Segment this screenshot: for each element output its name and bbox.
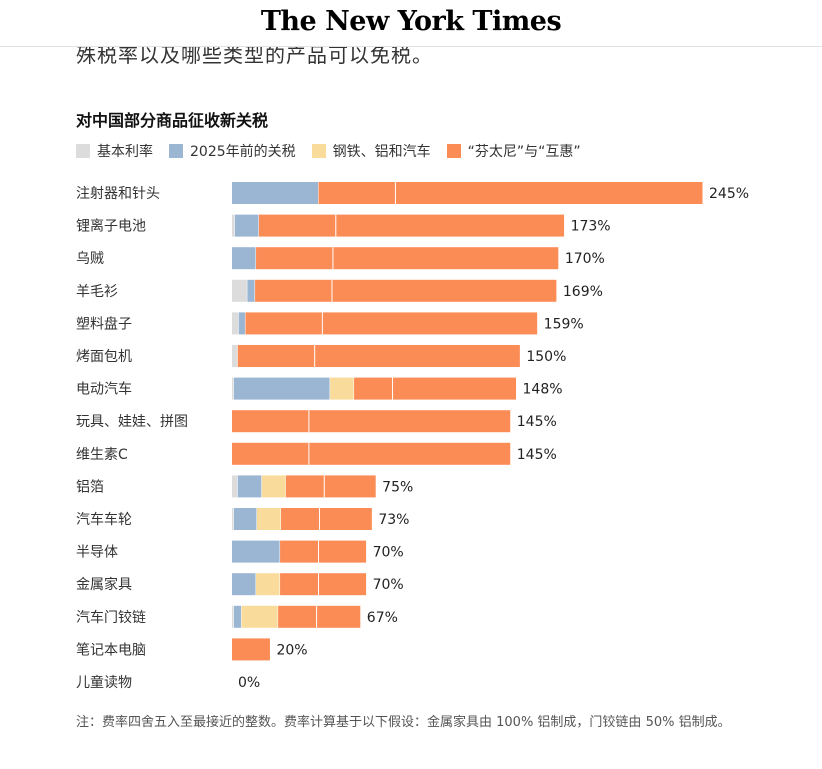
total-label: 73% xyxy=(378,512,409,528)
legend-item-base: 基本利率 xyxy=(76,141,153,161)
legend-swatch-pre2025 xyxy=(169,144,183,158)
category-label: 儿童读物 xyxy=(76,674,132,691)
category-label: 锂离子电池 xyxy=(76,218,146,235)
total-label: 148% xyxy=(523,382,563,398)
category-label: 汽车门铰链 xyxy=(76,609,146,626)
bar-segment xyxy=(232,475,238,498)
category-label: 笔记本电脑 xyxy=(76,642,146,658)
legend-swatch-base xyxy=(76,144,90,158)
bar-segment xyxy=(237,345,520,367)
total-label: 159% xyxy=(544,316,584,332)
bar-segment xyxy=(318,182,703,204)
bar-segment xyxy=(234,214,259,237)
legend-item-pre2025: 2025年前的关税 xyxy=(169,141,296,161)
total-label: 75% xyxy=(382,479,413,495)
bar-segment xyxy=(285,475,376,498)
category-label: 羊毛衫 xyxy=(76,284,118,300)
total-label: 67% xyxy=(367,610,398,626)
legend-item-steel: 钢铁、铝和汽车 xyxy=(311,141,431,161)
total-label: 169% xyxy=(563,284,603,300)
category-label: 维生素C xyxy=(76,447,128,463)
bar-segment xyxy=(232,377,234,400)
bar-segment xyxy=(232,573,256,596)
category-label: 半导体 xyxy=(76,545,118,561)
bar-segment xyxy=(330,377,354,400)
bar-segment xyxy=(232,182,319,204)
chart-legend: 基本利率 2025年前的关税 钢铁、铝和汽车 “芬太尼”与“互惠” xyxy=(76,141,597,161)
bar-segment xyxy=(245,312,538,335)
total-label: 145% xyxy=(517,414,557,430)
bar-segment xyxy=(232,605,234,628)
bar-segment xyxy=(232,214,235,237)
bar-segment xyxy=(232,410,511,433)
bar-segment xyxy=(232,345,238,367)
bar-segment xyxy=(354,377,517,400)
bar-segment xyxy=(256,508,281,530)
category-label: 金属家具 xyxy=(76,576,132,593)
total-label: 145% xyxy=(517,447,557,463)
bar-segment xyxy=(233,377,330,400)
legend-label-pre2025: 2025年前的关税 xyxy=(190,144,296,160)
bar-segment xyxy=(256,573,280,596)
bar-segment xyxy=(280,573,367,596)
category-label: 电动汽车 xyxy=(76,381,132,398)
chart-title: 对中国部分商品征收新关税 xyxy=(76,111,269,130)
bar-segment xyxy=(247,279,255,302)
bar-segment xyxy=(232,638,270,661)
bar-segment xyxy=(281,508,372,530)
nyt-logo[interactable]: The New York Times xyxy=(260,6,562,37)
total-label: 0% xyxy=(238,675,260,691)
legend-item-fentanyl: “芬太尼”与“互惠” xyxy=(446,141,581,161)
total-label: 20% xyxy=(276,642,307,658)
bar-segment xyxy=(232,442,511,465)
bar-segment xyxy=(232,312,239,335)
legend-label-steel: 钢铁、铝和汽车 xyxy=(332,144,431,160)
intro-text: 殊税率以及哪些类型的产品可以免税。 xyxy=(76,43,433,67)
bar-segment xyxy=(255,279,557,302)
category-label: 汽车车轮 xyxy=(76,511,132,528)
total-label: 170% xyxy=(565,251,605,267)
bar-segment xyxy=(258,214,565,237)
bar-segment xyxy=(233,605,242,628)
chart-note: 注：费率四舍五入至最接近的整数。费率计算基于以下假设：金属家具由 100% 铝制… xyxy=(76,715,731,730)
legend-label-fentanyl: “芬太尼”与“互惠” xyxy=(467,144,581,160)
bar-segment xyxy=(280,540,367,563)
total-label: 150% xyxy=(526,349,566,365)
total-label: 70% xyxy=(373,545,404,561)
total-label: 173% xyxy=(571,219,611,235)
bar-chart: 注射器和针头 245% 锂离子电池 173% 乌贼 170% 羊毛衫 169% 塑料盘子 159%… xyxy=(76,182,749,691)
total-label: 70% xyxy=(373,577,404,593)
bar-segment xyxy=(232,540,280,563)
legend-swatch-steel xyxy=(311,144,326,158)
bar-segment xyxy=(232,279,247,302)
total-label: 245% xyxy=(709,186,749,202)
legend-label-base: 基本利率 xyxy=(97,144,153,160)
bar-segment xyxy=(261,475,286,498)
bar-segment xyxy=(278,605,361,628)
bar-segment xyxy=(232,247,256,270)
bar-segment xyxy=(233,508,257,530)
bar-segment xyxy=(241,605,278,628)
bar-segment xyxy=(238,312,245,335)
bar-segment xyxy=(237,475,262,498)
legend-swatch-fentanyl xyxy=(446,144,461,158)
category-label: 玩具、娃娃、拼图 xyxy=(76,414,188,430)
masthead: The New York Times xyxy=(0,0,822,47)
bar-segment xyxy=(256,247,559,270)
category-label: 烤面包机 xyxy=(76,349,132,365)
bar-segment xyxy=(232,508,234,530)
category-label: 塑料盘子 xyxy=(76,315,132,332)
category-label: 铝箔 xyxy=(76,479,104,495)
category-label: 注射器和针头 xyxy=(76,186,160,202)
category-label: 乌贼 xyxy=(76,251,104,267)
